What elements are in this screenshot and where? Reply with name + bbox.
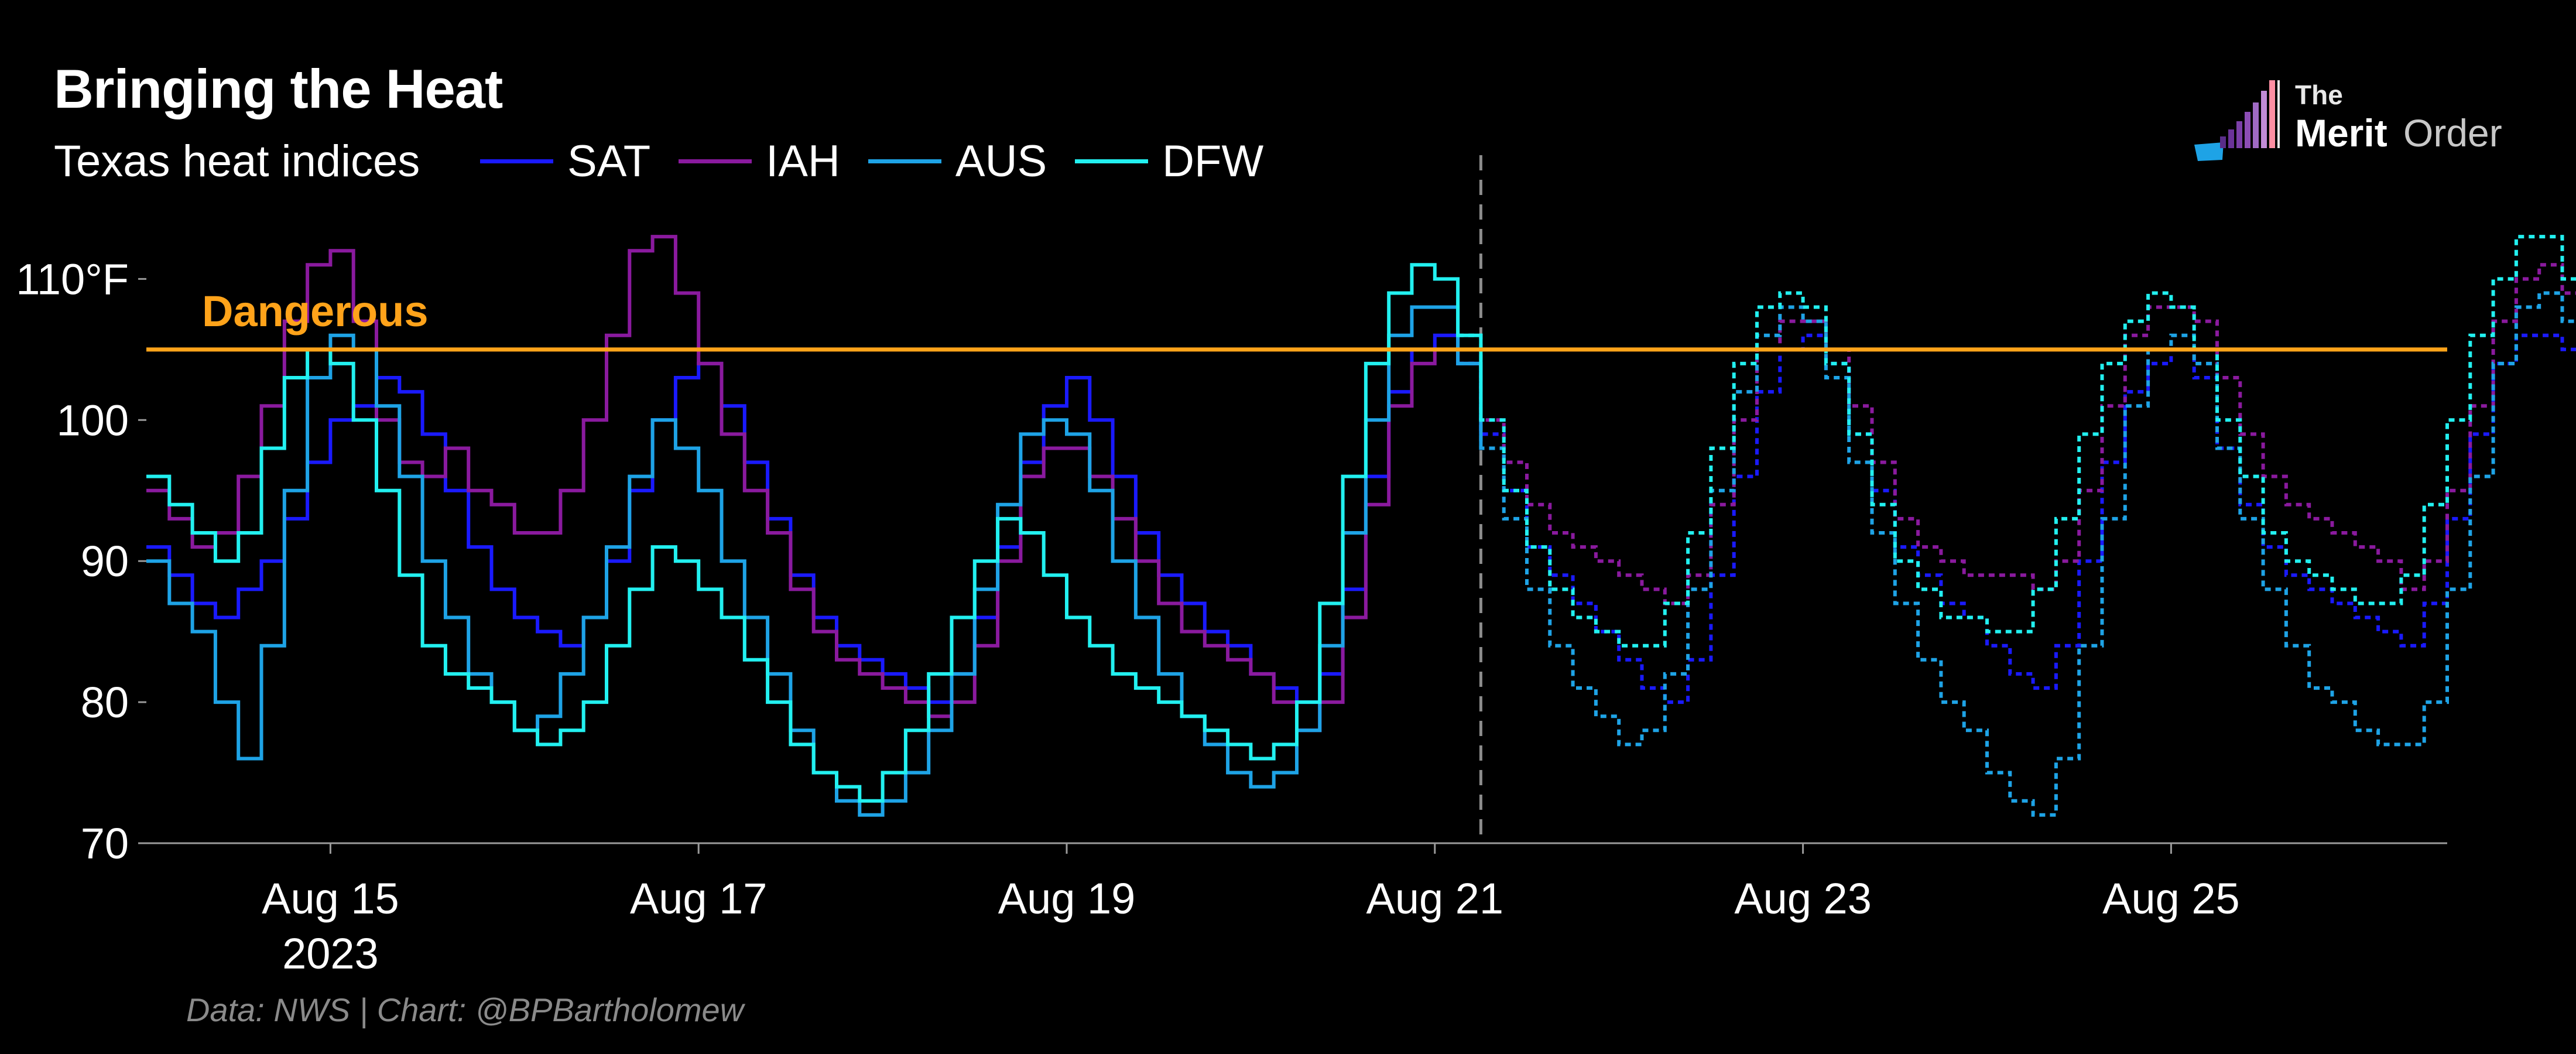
threshold-label: Dangerous bbox=[202, 287, 429, 336]
series-line-iah-observed bbox=[146, 235, 1483, 733]
logo-the-text: The bbox=[2295, 80, 2343, 110]
legend-item-iah: IAH bbox=[679, 136, 840, 187]
legend-label-dfw: DFW bbox=[1162, 136, 1264, 186]
series-line-aus-forecast bbox=[1458, 291, 2576, 817]
series-layer bbox=[146, 235, 2576, 817]
legend-label-sat: SAT bbox=[567, 136, 651, 186]
series-line-sat-observed bbox=[146, 333, 1483, 704]
x-tick-label: Aug 25 bbox=[2102, 874, 2240, 923]
legend-swatch-iah bbox=[679, 159, 752, 163]
y-tick-label: 100 bbox=[57, 396, 129, 444]
legend-label-iah: IAH bbox=[766, 136, 840, 186]
series-line-iah-forecast bbox=[1458, 263, 2576, 605]
y-tick-label: 80 bbox=[81, 678, 129, 727]
merit-order-logo: The Merit Order bbox=[2190, 73, 2517, 173]
logo-bars-icon bbox=[2194, 80, 2280, 161]
y-tick-label: 70 bbox=[81, 819, 129, 868]
chart-subtitle: Texas heat indices bbox=[54, 136, 420, 186]
legend-swatch-aus bbox=[868, 159, 941, 163]
y-tick-label: 90 bbox=[81, 537, 129, 586]
legend-item-sat: SAT bbox=[480, 136, 650, 187]
series-line-dfw-forecast bbox=[1458, 235, 2576, 648]
x-axis: Aug 15 2023 Aug 17 Aug 19 Aug 21 Aug 23 Aug 25 bbox=[146, 155, 2447, 978]
y-tick-label: 110°F bbox=[16, 255, 129, 303]
source-credit: Data: NWS | Chart: @BPBartholomew bbox=[186, 991, 744, 1028]
legend-swatch-sat bbox=[480, 159, 553, 163]
legend-item-dfw: DFW bbox=[1075, 136, 1263, 187]
series-line-aus-observed bbox=[146, 305, 1483, 817]
x-tick-label: Aug 17 bbox=[630, 874, 768, 923]
x-tick-label: Aug 23 bbox=[1734, 874, 1872, 923]
x-tick-label: Aug 19 bbox=[998, 874, 1136, 923]
logo-merit-text: Merit bbox=[2295, 111, 2387, 155]
x-tick-label: Aug 15 bbox=[262, 874, 399, 923]
logo-order-text: Order bbox=[2403, 111, 2502, 155]
legend-swatch-dfw bbox=[1075, 159, 1149, 163]
series-line-dfw-observed bbox=[146, 263, 1483, 803]
x-tick-year-label: 2023 bbox=[282, 929, 379, 978]
threshold-layer: Dangerous bbox=[146, 287, 2447, 352]
legend-item-aus: AUS bbox=[868, 136, 1047, 187]
y-axis: 70 80 90 100 110°F bbox=[16, 255, 146, 868]
legend: SAT IAH AUS DFW bbox=[480, 136, 1292, 187]
x-tick-label: Aug 21 bbox=[1366, 874, 1504, 923]
chart-title: Bringing the Heat bbox=[54, 58, 503, 119]
legend-label-aus: AUS bbox=[955, 136, 1047, 186]
